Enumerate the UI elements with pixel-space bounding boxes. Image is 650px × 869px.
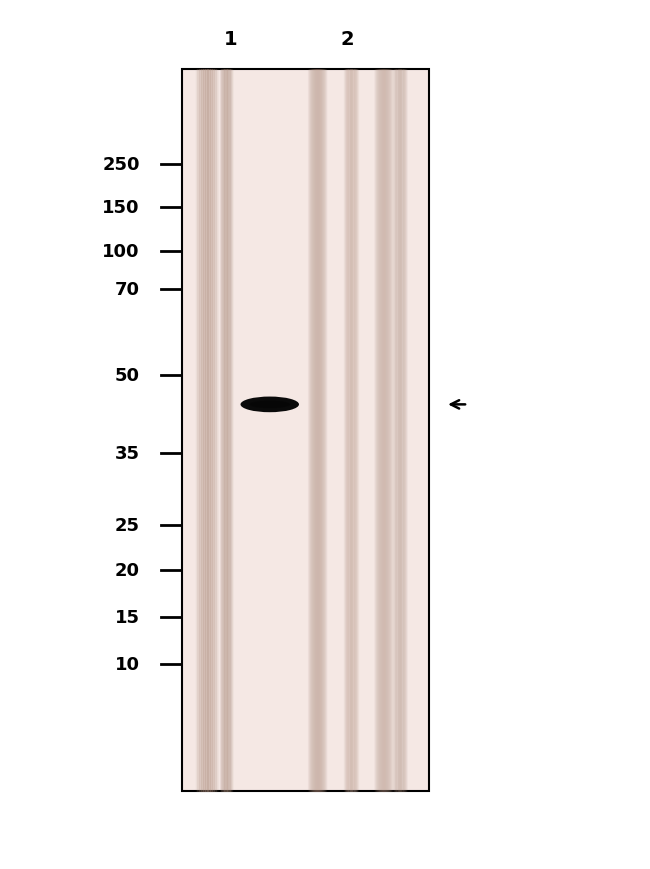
Ellipse shape (240, 397, 299, 413)
Text: 70: 70 (115, 281, 140, 298)
Text: 100: 100 (102, 242, 140, 261)
Text: 250: 250 (102, 156, 140, 174)
Text: 15: 15 (115, 608, 140, 627)
Text: 150: 150 (102, 199, 140, 217)
Text: 1: 1 (224, 30, 237, 49)
Text: 25: 25 (115, 516, 140, 534)
Text: 35: 35 (115, 444, 140, 462)
Ellipse shape (250, 401, 290, 408)
Text: 50: 50 (115, 367, 140, 385)
Text: 20: 20 (115, 562, 140, 580)
Text: 2: 2 (341, 30, 354, 49)
Bar (182, 70, 429, 791)
Text: 10: 10 (115, 655, 140, 673)
